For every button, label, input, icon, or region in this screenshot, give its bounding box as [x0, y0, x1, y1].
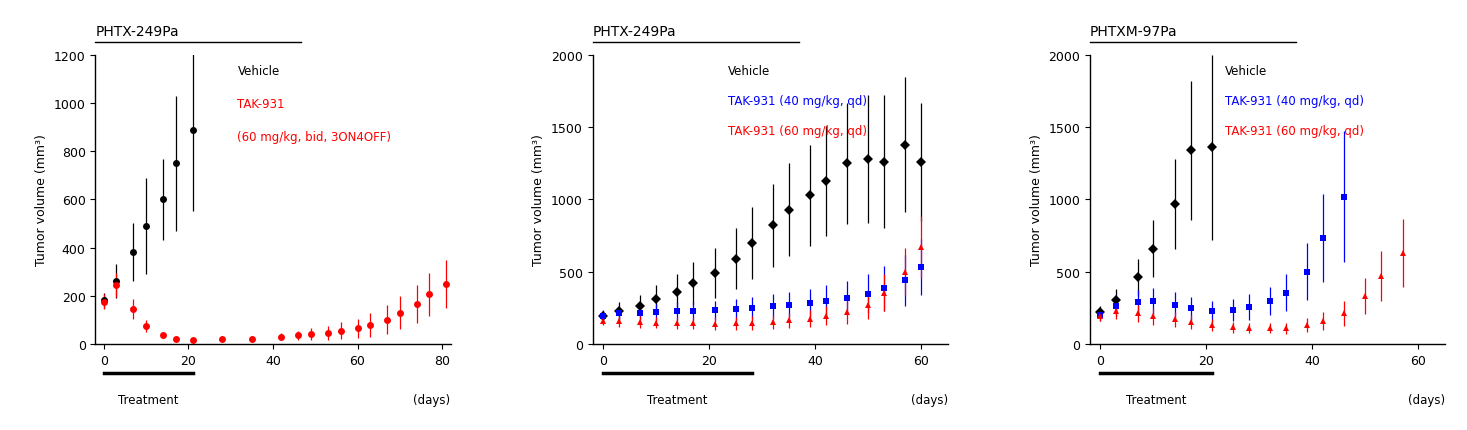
Text: TAK-931 (40 mg/kg, qd): TAK-931 (40 mg/kg, qd)	[1225, 95, 1364, 108]
Text: PHTXM-97Pa: PHTXM-97Pa	[1090, 25, 1178, 39]
Text: TAK-931 (40 mg/kg, qd): TAK-931 (40 mg/kg, qd)	[728, 95, 867, 108]
Text: TAK-931: TAK-931	[238, 98, 285, 111]
Text: Vehicle: Vehicle	[728, 64, 770, 77]
Text: (60 mg/kg, bid, 3ON4OFF): (60 mg/kg, bid, 3ON4OFF)	[238, 131, 392, 144]
Text: PHTX-249Pa: PHTX-249Pa	[593, 25, 676, 39]
Text: Treatment: Treatment	[117, 393, 179, 406]
Y-axis label: Tumor volume (mm³): Tumor volume (mm³)	[1030, 134, 1043, 266]
Text: TAK-931 (60 mg/kg, qd): TAK-931 (60 mg/kg, qd)	[728, 125, 867, 138]
Text: (days): (days)	[1408, 393, 1445, 406]
Text: Treatment: Treatment	[647, 393, 707, 406]
Text: Treatment: Treatment	[1125, 393, 1187, 406]
Text: Vehicle: Vehicle	[1225, 64, 1267, 77]
Text: (days): (days)	[911, 393, 948, 406]
Text: TAK-931 (60 mg/kg, qd): TAK-931 (60 mg/kg, qd)	[1225, 125, 1364, 138]
Text: Vehicle: Vehicle	[238, 64, 280, 77]
Y-axis label: Tumor volume (mm³): Tumor volume (mm³)	[533, 134, 546, 266]
Y-axis label: Tumor volume (mm³): Tumor volume (mm³)	[35, 134, 48, 266]
Text: (days): (days)	[414, 393, 450, 406]
Text: PHTX-249Pa: PHTX-249Pa	[95, 25, 179, 39]
